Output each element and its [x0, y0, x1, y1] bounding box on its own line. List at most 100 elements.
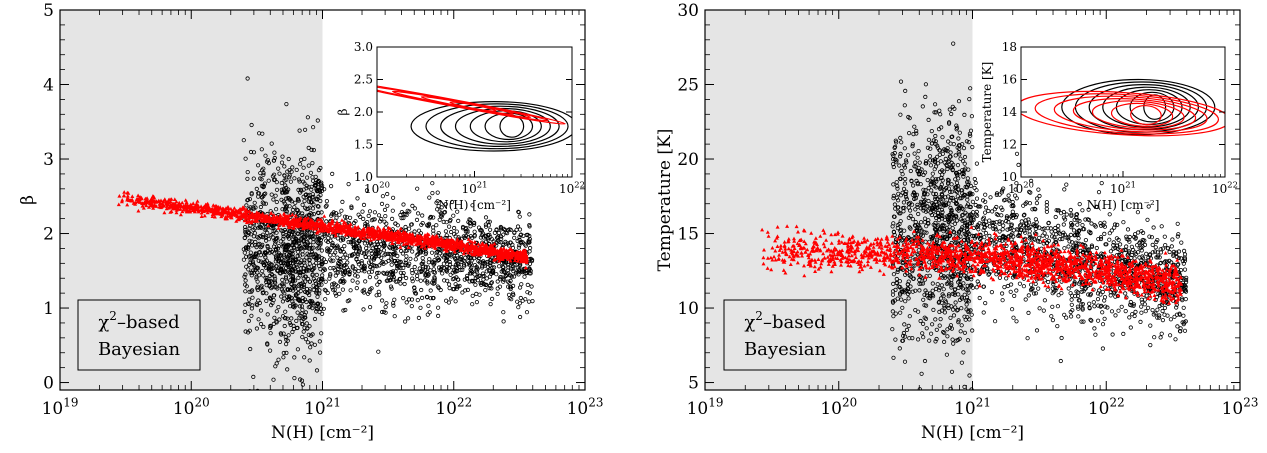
data-point: [489, 246, 494, 250]
data-point: [413, 257, 418, 262]
data-point: [310, 273, 315, 278]
data-point: [144, 203, 149, 208]
data-point: [435, 313, 441, 318]
data-point: [496, 230, 501, 235]
data-point: [125, 202, 130, 207]
data-point: [367, 274, 372, 280]
data-point: [138, 195, 143, 199]
data-point: [426, 244, 431, 249]
data-point: [446, 300, 451, 305]
data-point: [366, 227, 371, 231]
data-point: [912, 164, 917, 169]
data-point: [517, 269, 523, 274]
data-point: [296, 198, 301, 203]
data-point: [310, 161, 315, 166]
data-point: [278, 216, 283, 220]
data-point: [937, 108, 942, 113]
data-point: [412, 206, 417, 211]
data-point: [390, 208, 395, 213]
data-point: [506, 271, 511, 276]
data-point: [488, 258, 494, 263]
data-point: [315, 118, 320, 123]
data-point: [335, 220, 340, 224]
data-point: [401, 295, 406, 301]
data-point: [355, 253, 360, 258]
data-point: [220, 209, 225, 214]
data-point: [340, 287, 345, 292]
data-point: [452, 276, 457, 281]
data-point: [327, 248, 332, 253]
data-point: [259, 147, 264, 152]
data-point: [303, 192, 308, 198]
data-point: [1142, 302, 1148, 307]
data-point: [276, 258, 282, 263]
data-point: [314, 368, 320, 373]
data-point: [314, 303, 319, 309]
data-point: [303, 315, 308, 320]
data-point: [286, 270, 291, 275]
data-point: [487, 274, 492, 279]
data-point: [489, 280, 494, 285]
data-point: [281, 236, 286, 241]
data-point: [195, 206, 199, 210]
data-point: [379, 242, 384, 247]
data-point: [894, 140, 899, 145]
data-point: [503, 241, 508, 246]
data-point: [1014, 181, 1019, 186]
data-point: [505, 255, 510, 259]
data-point: [408, 256, 413, 261]
data-point: [252, 200, 257, 205]
data-point: [390, 195, 396, 200]
data-point: [470, 279, 475, 284]
data-point: [511, 264, 516, 269]
data-point: [350, 238, 355, 243]
data-point: [318, 165, 323, 171]
data-point: [454, 275, 459, 280]
data-point: [249, 191, 254, 196]
data-point: [471, 222, 477, 227]
data-point: [366, 260, 372, 265]
data-point: [454, 286, 459, 291]
data-point: [251, 374, 256, 379]
data-point: [318, 182, 324, 187]
data-point: [972, 176, 977, 182]
data-point: [395, 265, 400, 271]
data-point: [369, 251, 374, 256]
data-point: [342, 220, 347, 225]
data-point: [242, 274, 247, 279]
data-point: [495, 286, 500, 291]
data-point: [490, 270, 496, 275]
data-point: [393, 279, 399, 284]
data-point: [445, 278, 450, 283]
data-point: [335, 236, 340, 241]
data-point: [463, 229, 468, 234]
data-point: [450, 286, 456, 292]
data-point: [1128, 325, 1133, 330]
data-point: [355, 274, 360, 279]
data-point: [405, 263, 410, 268]
data-point: [405, 232, 410, 237]
data-point: [303, 336, 308, 342]
data-point: [281, 188, 286, 193]
data-point: [444, 269, 450, 274]
data-point: [956, 318, 961, 323]
data-point: [304, 255, 309, 260]
y-axis-label: β: [18, 195, 38, 205]
x-tick-label: 1023: [567, 395, 604, 419]
data-point: [454, 284, 459, 289]
data-point: [173, 202, 178, 206]
data-point: [450, 270, 455, 275]
data-point: [372, 210, 377, 215]
data-point: [341, 263, 346, 268]
data-point: [379, 201, 385, 206]
data-point: [302, 355, 307, 360]
data-point: [385, 191, 390, 197]
data-point: [151, 203, 155, 208]
data-point: [320, 273, 325, 278]
data-point: [492, 241, 497, 246]
data-point: [1042, 298, 1048, 303]
data-point: [281, 252, 287, 257]
data-point: [500, 252, 505, 257]
data-point: [271, 228, 276, 234]
data-point: [330, 287, 336, 292]
